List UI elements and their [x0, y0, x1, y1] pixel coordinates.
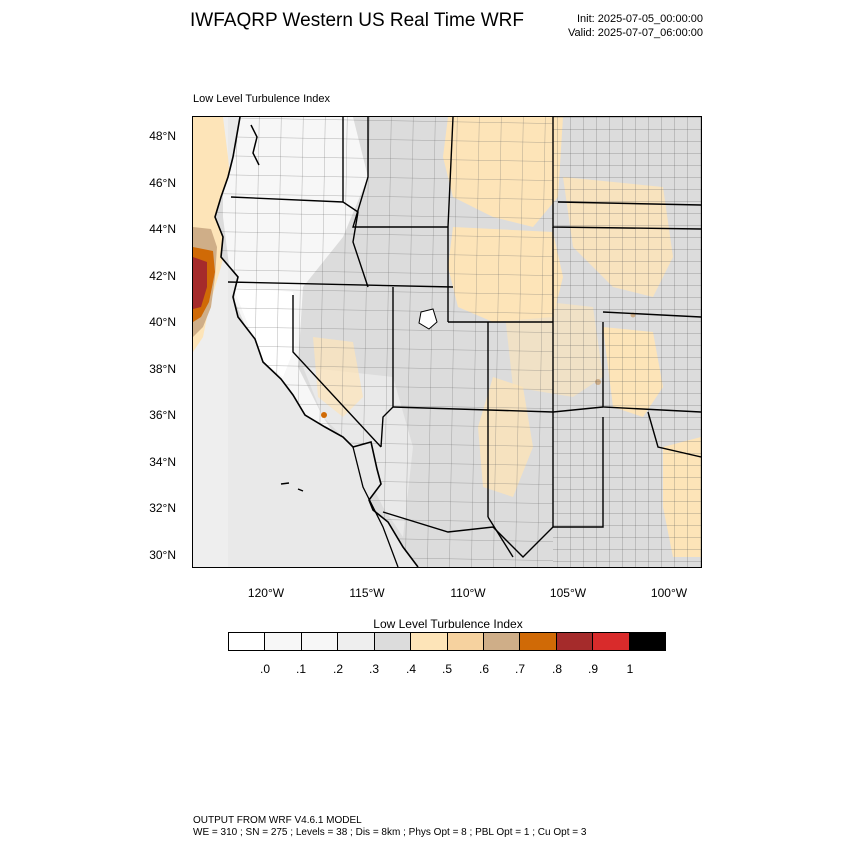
lat-label-44: 44°N [149, 222, 176, 236]
lon-label-100: 100°W [650, 586, 688, 600]
lat-label-32: 32°N [149, 501, 176, 515]
panel-label: Low Level Turbulence Index [193, 93, 330, 105]
colorbar-label: .9 [587, 662, 598, 676]
lon-label-105: 105°W [549, 586, 587, 600]
colorbar-label: .0 [259, 662, 270, 676]
valid-time: Valid: 2025-07-07_06:00:00 [568, 27, 703, 39]
colorbar-label: .6 [478, 662, 489, 676]
colorbar-swatch [374, 633, 412, 650]
lat-label-40: 40°N [149, 315, 176, 329]
legend-title: Low Level Turbulence Index [373, 617, 523, 631]
footer-config: WE = 310 ; SN = 275 ; Levels = 38 ; Dis … [193, 827, 587, 838]
lat-label-48: 48°N [149, 129, 176, 143]
colorbar-label: .2 [332, 662, 343, 676]
lat-label-46: 46°N [149, 176, 176, 190]
state-borders [227, 117, 701, 558]
colorbar-swatch [338, 633, 375, 650]
colorbar-label: 1 [626, 662, 634, 676]
puget-sound [250, 124, 260, 166]
colorbar-label: .7 [514, 662, 525, 676]
channel-islands [280, 482, 290, 485]
coastline [214, 117, 419, 567]
colorbar-swatch [593, 633, 630, 650]
map-panel [192, 116, 702, 568]
colorbar-swatch [629, 633, 666, 650]
colorbar-label: .8 [551, 662, 562, 676]
init-time: Init: 2025-07-05_00:00:00 [577, 13, 703, 25]
colorbar-swatch [556, 633, 594, 650]
lat-label-42: 42°N [149, 269, 176, 283]
colorbar-swatch [447, 633, 484, 650]
colorbar-swatch [229, 633, 266, 650]
county-lines-plains [553, 117, 701, 567]
baja-coast [352, 446, 399, 567]
colorbar-swatch [265, 633, 302, 650]
colorbar-label: .5 [441, 662, 452, 676]
colorbar-swatch [301, 633, 339, 650]
colorbar-swatch [520, 633, 557, 650]
colorbar-swatch [483, 633, 521, 650]
lon-label-120: 120°W [247, 586, 285, 600]
international-border [382, 511, 554, 558]
colorbar-swatch [411, 633, 448, 650]
lon-label-110: 110°W [450, 586, 486, 600]
offshore-plume-red [193, 257, 207, 309]
colorbar-label: .1 [295, 662, 306, 676]
lat-label-34: 34°N [149, 455, 176, 469]
colorbar-label: .3 [368, 662, 379, 676]
great-salt-lake [418, 308, 438, 330]
colorbar [228, 632, 666, 651]
colorbar-label: .4 [405, 662, 416, 676]
lat-label-38: 38°N [149, 362, 176, 376]
turbulence-map [193, 117, 701, 567]
lon-label-115: 115°W [349, 586, 385, 600]
map-title: IWFAQRP Western US Real Time WRF [190, 10, 524, 31]
footer-model: OUTPUT FROM WRF V4.6.1 MODEL [193, 815, 362, 826]
lat-label-36: 36°N [149, 408, 176, 422]
lat-label-30: 30°N [149, 548, 176, 562]
